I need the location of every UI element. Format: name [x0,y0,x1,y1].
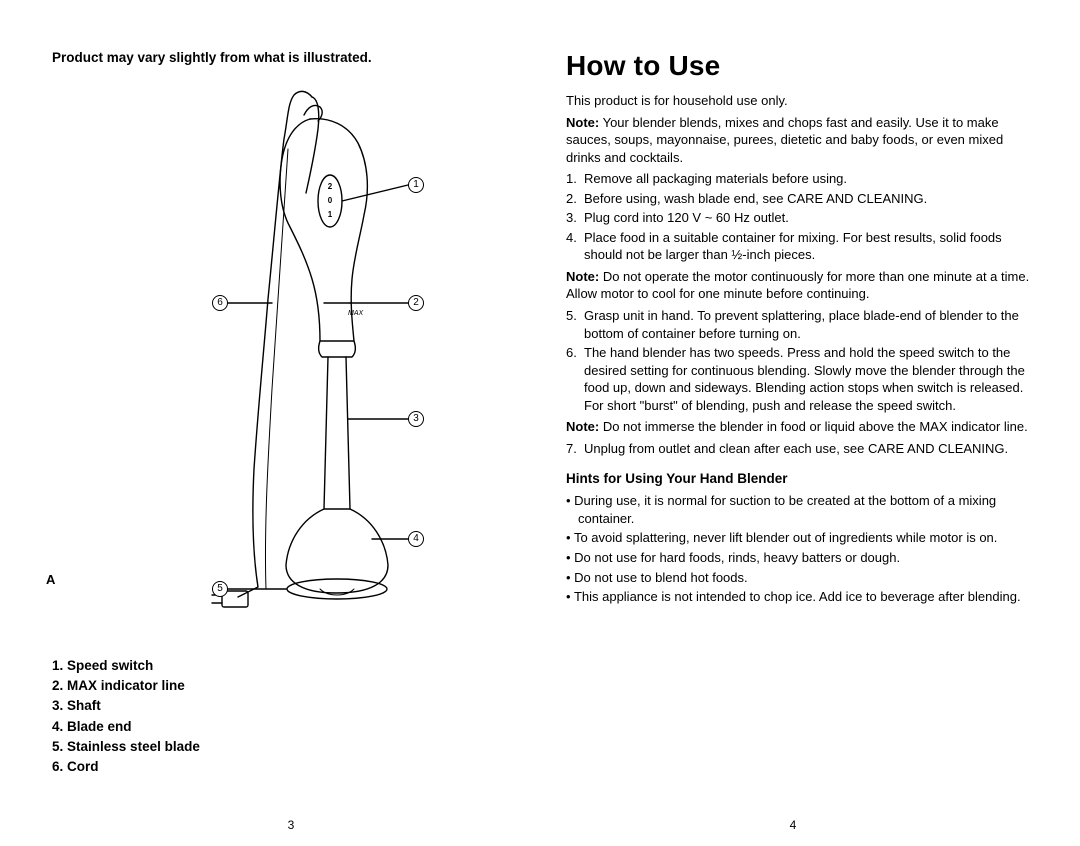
page-right: How to Use This product is for household… [542,50,1044,826]
part-item: Shaft [52,697,518,715]
svg-text:2: 2 [328,182,333,191]
steps-5-6: Grasp unit in hand. To prevent splatteri… [566,307,1032,414]
intro-text: This product is for household use only. [566,92,1032,110]
callout-1: 1 [408,177,424,193]
part-item: Stainless steel blade [52,738,518,756]
part-item: MAX indicator line [52,677,518,695]
step: Plug cord into 120 V ~ 60 Hz outlet. [566,209,1032,227]
note-label: Note: [566,269,599,284]
hint: During use, it is normal for suction to … [566,492,1032,527]
step: Grasp unit in hand. To prevent splatteri… [566,307,1032,342]
note-mid: Note: Do not operate the motor continuou… [566,268,1032,303]
step: Unplug from outlet and clean after each … [566,440,1032,458]
hint: Do not use to blend hot foods. [566,569,1032,587]
svg-text:1: 1 [328,210,333,219]
note-bot: Note: Do not immerse the blender in food… [566,418,1032,436]
note-body: Do not operate the motor continuously fo… [566,269,1029,302]
callout-3: 3 [408,411,424,427]
note-top: Note: Your blender blends, mixes and cho… [566,114,1032,167]
page-title: How to Use [566,50,1032,82]
page-number-right: 4 [790,818,797,832]
page-number-left: 3 [288,818,295,832]
part-item: Cord [52,758,518,776]
step: The hand blender has two speeds. Press a… [566,344,1032,414]
step: Place food in a suitable container for m… [566,229,1032,264]
step: Before using, wash blade end, see CARE A… [566,190,1032,208]
callout-2: 2 [408,295,424,311]
svg-text:MAX: MAX [348,310,364,317]
page-left: Product may vary slightly from what is i… [40,50,542,826]
note-body: Do not immerse the blender in food or li… [599,419,1028,434]
part-item: Speed switch [52,657,518,675]
note-label: Note: [566,115,599,130]
svg-text:0: 0 [328,196,333,205]
blender-illustration: 2 0 1 MAX [52,89,532,649]
callout-6: 6 [212,295,228,311]
callout-4: 4 [408,531,424,547]
note-label: Note: [566,419,599,434]
steps-1-4: Remove all packaging materials before us… [566,170,1032,264]
callout-5: 5 [212,581,228,597]
hint: This appliance is not intended to chop i… [566,588,1032,606]
parts-list: Speed switch MAX indicator line Shaft Bl… [52,657,518,776]
hint: Do not use for hard foods, rinds, heavy … [566,549,1032,567]
hint: To avoid splattering, never lift blender… [566,529,1032,547]
figure-a: 2 0 1 MAX [52,89,518,609]
step: Remove all packaging materials before us… [566,170,1032,188]
hints-list: During use, it is normal for suction to … [566,492,1032,605]
figure-label: A [46,572,55,587]
steps-7: Unplug from outlet and clean after each … [566,440,1032,458]
part-item: Blade end [52,718,518,736]
note-body: Your blender blends, mixes and chops fas… [566,115,1003,165]
disclaimer: Product may vary slightly from what is i… [52,50,518,65]
hints-heading: Hints for Using Your Hand Blender [566,471,1032,486]
